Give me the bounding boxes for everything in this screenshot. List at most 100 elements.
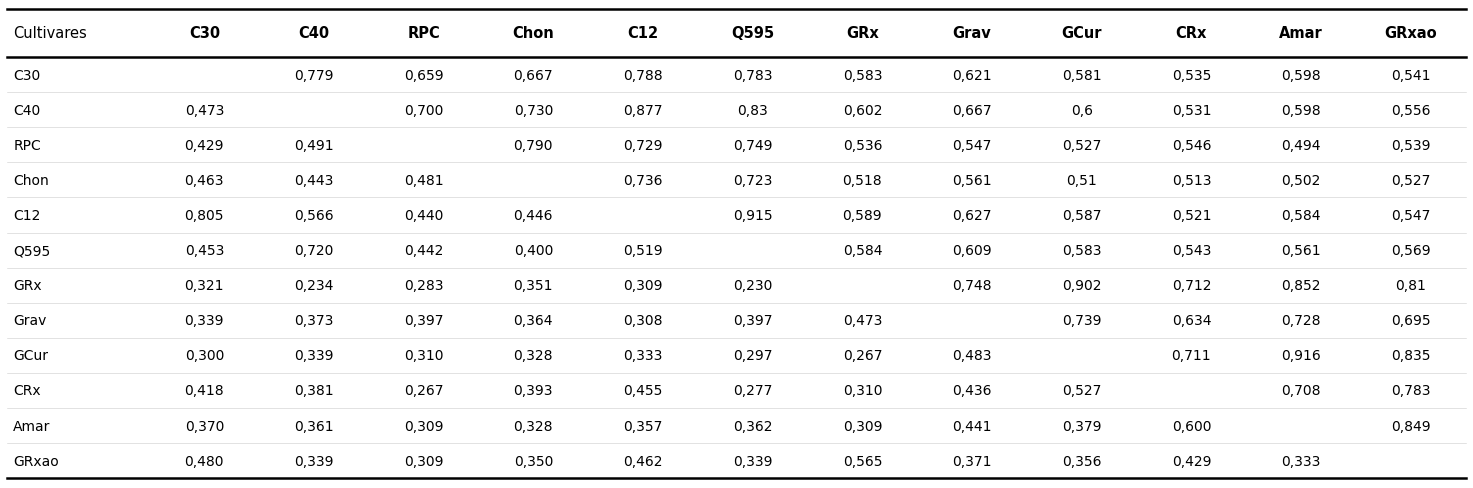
Text: 0,790: 0,790	[514, 139, 554, 153]
Text: 0,849: 0,849	[1391, 419, 1430, 433]
Text: 0,429: 0,429	[184, 139, 224, 153]
Text: 0,583: 0,583	[843, 68, 882, 82]
Text: 0,333: 0,333	[1282, 454, 1321, 468]
Text: 0,351: 0,351	[514, 279, 554, 293]
Text: GRxao: GRxao	[1385, 26, 1438, 41]
Text: 0,51: 0,51	[1066, 174, 1097, 187]
Text: 0,443: 0,443	[295, 174, 334, 187]
Text: 0,536: 0,536	[843, 139, 882, 153]
Text: 0,455: 0,455	[623, 384, 663, 398]
Text: Amar: Amar	[13, 419, 50, 433]
Text: 0,480: 0,480	[184, 454, 224, 468]
Text: 0,379: 0,379	[1062, 419, 1102, 433]
Text: 0,339: 0,339	[295, 454, 334, 468]
Text: RPC: RPC	[408, 26, 440, 41]
Text: 0,627: 0,627	[953, 208, 991, 223]
Text: Grav: Grav	[953, 26, 991, 41]
Text: 0,521: 0,521	[1171, 208, 1211, 223]
Text: 0,569: 0,569	[1391, 244, 1430, 258]
Text: 0,519: 0,519	[623, 244, 663, 258]
Text: 0,609: 0,609	[952, 244, 991, 258]
Text: 0,328: 0,328	[514, 349, 554, 363]
Text: 0,659: 0,659	[404, 68, 443, 82]
Text: 0,491: 0,491	[295, 139, 334, 153]
Text: 0,915: 0,915	[734, 208, 772, 223]
Text: 0,728: 0,728	[1282, 314, 1321, 327]
Text: 0,277: 0,277	[734, 384, 772, 398]
Text: Chon: Chon	[513, 26, 554, 41]
Text: 0,373: 0,373	[295, 314, 334, 327]
Text: 0,310: 0,310	[843, 384, 882, 398]
Text: 0,729: 0,729	[623, 139, 663, 153]
Text: 0,546: 0,546	[1171, 139, 1211, 153]
Text: 0,527: 0,527	[1062, 139, 1102, 153]
Text: 0,527: 0,527	[1391, 174, 1430, 187]
Text: 0,397: 0,397	[404, 314, 443, 327]
Text: 0,739: 0,739	[1062, 314, 1102, 327]
Text: 0,566: 0,566	[295, 208, 334, 223]
Text: 0,634: 0,634	[1171, 314, 1211, 327]
Text: 0,267: 0,267	[404, 384, 443, 398]
Text: RPC: RPC	[13, 139, 41, 153]
Text: 0,712: 0,712	[1171, 279, 1211, 293]
Text: 0,581: 0,581	[1062, 68, 1102, 82]
Text: 0,600: 0,600	[1171, 419, 1211, 433]
Text: 0,708: 0,708	[1282, 384, 1321, 398]
Text: 0,584: 0,584	[1282, 208, 1321, 223]
Text: 0,234: 0,234	[295, 279, 334, 293]
Text: 0,400: 0,400	[514, 244, 552, 258]
Text: 0,587: 0,587	[1062, 208, 1102, 223]
Text: 0,339: 0,339	[295, 349, 334, 363]
Text: 0,513: 0,513	[1171, 174, 1211, 187]
Text: Grav: Grav	[13, 314, 47, 327]
Text: 0,300: 0,300	[184, 349, 224, 363]
Text: 0,436: 0,436	[953, 384, 991, 398]
Text: 0,736: 0,736	[623, 174, 663, 187]
Text: 0,723: 0,723	[734, 174, 772, 187]
Text: 0,361: 0,361	[295, 419, 334, 433]
Text: CRx: CRx	[13, 384, 41, 398]
Text: 0,783: 0,783	[734, 68, 772, 82]
Text: 0,83: 0,83	[738, 103, 767, 118]
Text: 0,621: 0,621	[952, 68, 991, 82]
Text: 0,584: 0,584	[843, 244, 882, 258]
Text: 0,902: 0,902	[1062, 279, 1102, 293]
Text: 0,543: 0,543	[1171, 244, 1211, 258]
Text: Amar: Amar	[1279, 26, 1323, 41]
Text: 0,362: 0,362	[734, 419, 772, 433]
Text: 0,494: 0,494	[1282, 139, 1321, 153]
Text: 0,310: 0,310	[404, 349, 443, 363]
Text: 0,916: 0,916	[1282, 349, 1321, 363]
Text: 0,561: 0,561	[1282, 244, 1321, 258]
Text: 0,598: 0,598	[1282, 68, 1321, 82]
Text: 0,531: 0,531	[1171, 103, 1211, 118]
Text: 0,6: 0,6	[1071, 103, 1093, 118]
Text: 0,267: 0,267	[843, 349, 882, 363]
Text: 0,667: 0,667	[952, 103, 991, 118]
Text: 0,309: 0,309	[404, 454, 443, 468]
Text: 0,381: 0,381	[295, 384, 334, 398]
Text: 0,565: 0,565	[843, 454, 882, 468]
Text: 0,483: 0,483	[953, 349, 991, 363]
Text: Cultivares: Cultivares	[13, 26, 87, 41]
Text: C40: C40	[299, 26, 330, 41]
Text: 0,397: 0,397	[734, 314, 772, 327]
Text: 0,700: 0,700	[404, 103, 443, 118]
Text: 0,527: 0,527	[1062, 384, 1102, 398]
Text: 0,667: 0,667	[514, 68, 554, 82]
Text: 0,481: 0,481	[404, 174, 443, 187]
Text: GCur: GCur	[13, 349, 49, 363]
Text: 0,583: 0,583	[1062, 244, 1102, 258]
Text: 0,711: 0,711	[1171, 349, 1211, 363]
Text: 0,502: 0,502	[1282, 174, 1321, 187]
Text: 0,339: 0,339	[734, 454, 772, 468]
Text: 0,429: 0,429	[1171, 454, 1211, 468]
Text: 0,328: 0,328	[514, 419, 554, 433]
Text: 0,370: 0,370	[184, 419, 224, 433]
Text: 0,783: 0,783	[1391, 384, 1430, 398]
Text: 0,547: 0,547	[953, 139, 991, 153]
Text: 0,561: 0,561	[952, 174, 991, 187]
Text: 0,81: 0,81	[1395, 279, 1426, 293]
Text: 0,371: 0,371	[953, 454, 991, 468]
Text: 0,602: 0,602	[843, 103, 882, 118]
